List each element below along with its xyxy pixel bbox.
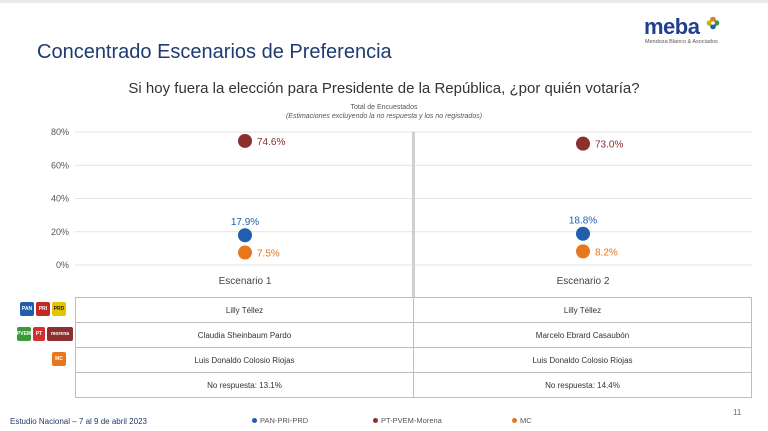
legend-label: PT-PVEM-Morena	[381, 416, 442, 425]
pvem-logo-icon: PVEM	[17, 327, 31, 341]
logo-flower-icon	[706, 16, 720, 30]
legend-dot-icon	[512, 418, 517, 423]
party-logos-pt-pvem-morena: PVEM PT morena	[15, 322, 73, 347]
candidate-table: Lilly Téllez Lilly Téllez Claudia Sheinb…	[75, 297, 752, 398]
y-tick-label: 40%	[51, 194, 69, 204]
sample-note: Total de Encuestados	[350, 104, 418, 111]
table-row: Lilly Téllez Lilly Téllez	[75, 297, 752, 323]
legend-item-mc: MC	[512, 416, 532, 425]
legend-dot-icon	[252, 418, 257, 423]
table-row: Luis Donaldo Colosio Riojas Luis Donaldo…	[75, 347, 752, 373]
legend-label: MC	[520, 416, 532, 425]
top-rule	[0, 0, 768, 3]
page-title: Concentrado Escenarios de Preferencia	[37, 41, 392, 63]
meba-logo: meba Mendoza Blanco & Asociados	[644, 14, 744, 48]
data-point	[238, 133, 252, 148]
legend-dot-icon	[373, 418, 378, 423]
party-logo-mc: MC	[15, 347, 73, 372]
estimation-note: (Estimaciones excluyendo la no respuesta…	[285, 113, 483, 120]
y-tick-label: 0%	[56, 260, 69, 270]
mc-logo-icon: MC	[52, 352, 66, 366]
logo-subtitle: Mendoza Blanco & Asociados	[645, 39, 718, 45]
table-cell: Claudia Sheinbaum Pardo	[75, 322, 414, 348]
table-cell: Marcelo Ebrard Casaubón	[413, 322, 752, 348]
party-logos-pan-pri-prd: PAN PRI PRD	[15, 297, 73, 322]
table-cell: Luis Donaldo Colosio Riojas	[75, 347, 414, 373]
data-label: 8.2%	[595, 247, 618, 258]
data-point	[238, 228, 252, 243]
y-tick-label: 80%	[51, 127, 69, 137]
table-cell: No respuesta: 13.1%	[75, 372, 414, 398]
y-tick-label: 60%	[51, 160, 69, 170]
survey-question: Si hoy fuera la elección para Presidente…	[128, 80, 640, 97]
pri-logo-icon: PRI	[36, 302, 50, 316]
table-cell: Lilly Téllez	[413, 297, 752, 323]
data-point	[576, 226, 590, 241]
data-point	[238, 245, 252, 260]
table-row: Claudia Sheinbaum Pardo Marcelo Ebrard C…	[75, 322, 752, 348]
data-label: 74.6%	[257, 137, 285, 148]
prd-logo-icon: PRD	[52, 302, 66, 316]
party-logo-column: PAN PRI PRD PVEM PT morena MC	[15, 297, 73, 397]
preference-scatter-chart: 0% 20% 40% 60% 80% Escenario 1 Escenario 2 17.9…	[51, 127, 752, 297]
data-point	[576, 136, 590, 151]
x-category-label: Escenario 2	[557, 276, 610, 287]
party-logo-empty	[15, 372, 73, 397]
table-cell: Lilly Téllez	[75, 297, 414, 323]
x-category-label: Escenario 1	[219, 276, 272, 287]
footer-study-date: Estudio Nacional – 7 al 9 de abril 2023	[10, 417, 147, 426]
table-cell: No respuesta: 14.4%	[413, 372, 752, 398]
data-label: 7.5%	[257, 249, 280, 260]
y-tick-label: 20%	[51, 227, 69, 237]
page-number: 11	[733, 408, 742, 417]
morena-logo-icon: morena	[47, 327, 73, 341]
logo-wordmark: meba	[644, 14, 700, 39]
pt-logo-icon: PT	[33, 327, 45, 341]
data-label: 17.9%	[231, 217, 259, 228]
table-row: No respuesta: 13.1% No respuesta: 14.4%	[75, 372, 752, 398]
data-label: 73.0%	[595, 140, 623, 151]
legend-label: PAN-PRI-PRD	[260, 416, 309, 425]
legend-item-pan-pri-prd: PAN-PRI-PRD	[252, 416, 308, 425]
data-point	[576, 244, 590, 259]
pan-logo-icon: PAN	[20, 302, 34, 316]
table-cell: Luis Donaldo Colosio Riojas	[413, 347, 752, 373]
data-label: 18.8%	[569, 216, 597, 227]
legend-item-pt-pvem-morena: PT-PVEM-Morena	[373, 416, 442, 425]
